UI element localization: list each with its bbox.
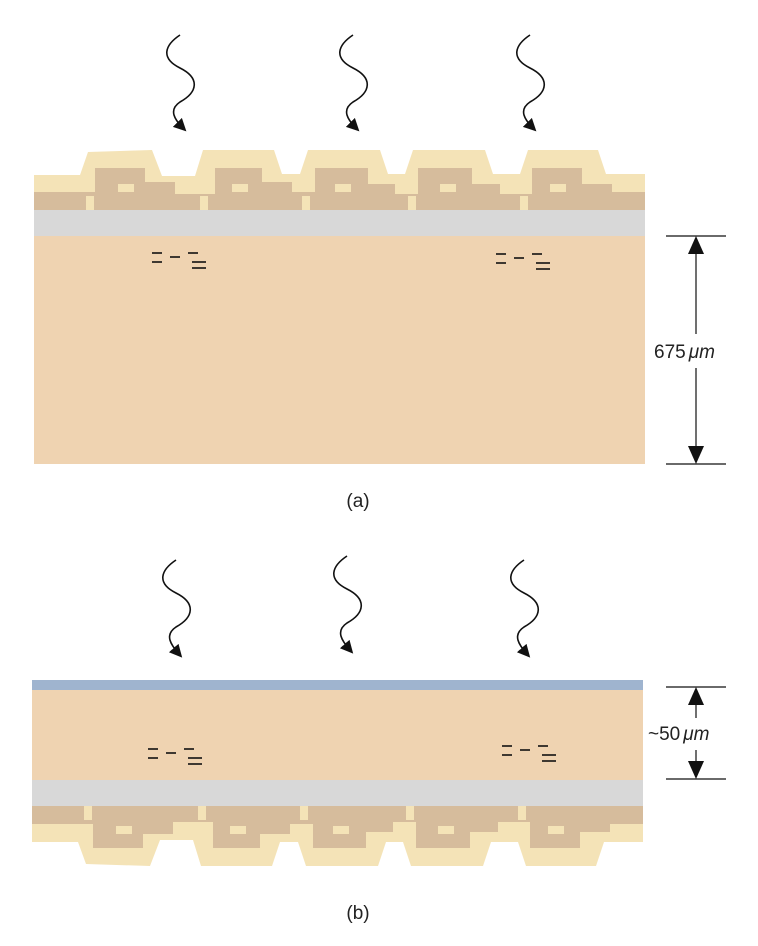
photon-icon bbox=[166, 34, 196, 132]
thickness-dimension-b bbox=[666, 686, 726, 780]
thickness-label-a: 675 μm bbox=[654, 342, 715, 363]
passivation-layer-b bbox=[32, 680, 643, 690]
silicon-substrate-b bbox=[32, 690, 643, 780]
oxide-layer-b bbox=[32, 780, 643, 806]
thickness-label-b: ~50 μm bbox=[648, 724, 709, 745]
charge-carrier-group bbox=[152, 252, 206, 269]
charge-carrier-group bbox=[148, 748, 202, 765]
charge-carrier-group bbox=[502, 745, 556, 762]
carriers-a bbox=[152, 252, 550, 270]
photon-icon bbox=[333, 555, 363, 654]
panel-b-photons bbox=[162, 555, 540, 658]
photon-icon bbox=[339, 34, 369, 132]
interconnect-stack-b bbox=[32, 806, 643, 866]
carriers-b bbox=[148, 745, 556, 765]
caption-b: (b) bbox=[346, 903, 369, 924]
silicon-substrate-a bbox=[34, 236, 645, 464]
panel-b: ~50 μm (b) bbox=[32, 555, 726, 924]
charge-carrier-group bbox=[496, 253, 550, 270]
photon-icon bbox=[162, 559, 192, 658]
photon-icon bbox=[510, 559, 540, 658]
thickness-dimension-a bbox=[666, 235, 726, 465]
oxide-layer-a bbox=[34, 210, 645, 236]
caption-a: (a) bbox=[346, 491, 369, 512]
photon-icon bbox=[516, 34, 546, 132]
panel-a-photons bbox=[166, 34, 546, 132]
panel-a: 675 μm (a) bbox=[34, 34, 726, 512]
interconnect-stack-a bbox=[34, 150, 645, 210]
